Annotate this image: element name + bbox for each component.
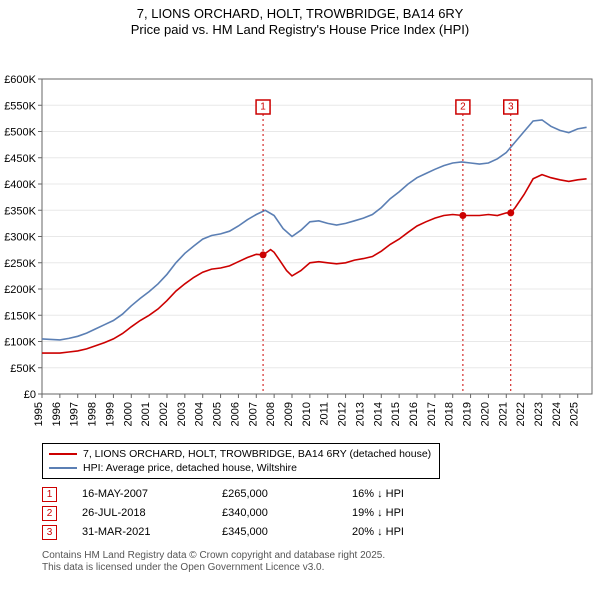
sale-marker-dot bbox=[507, 209, 514, 216]
y-tick-label: £0 bbox=[24, 389, 36, 401]
x-tick-label: 2011 bbox=[319, 402, 331, 426]
sale-marker-dot bbox=[459, 212, 466, 219]
x-tick-label: 2008 bbox=[265, 402, 277, 426]
x-tick-label: 1998 bbox=[87, 402, 99, 426]
x-tick-label: 1999 bbox=[104, 402, 116, 426]
sale-events-table: 1 16-MAY-2007£265,00016% ↓ HPI 2 26-JUL-201… bbox=[42, 485, 600, 542]
y-tick-label: £250K bbox=[4, 257, 36, 269]
y-tick-label: £350K bbox=[4, 205, 36, 217]
sale-event-date: 26-JUL-2018 bbox=[82, 504, 222, 523]
legend-label: 7, LIONS ORCHARD, HOLT, TROWBRIDGE, BA14… bbox=[83, 448, 431, 460]
x-tick-label: 2022 bbox=[515, 402, 527, 426]
sale-event-date: 16-MAY-2007 bbox=[82, 485, 222, 504]
x-tick-label: 2017 bbox=[426, 402, 438, 426]
chart-title-line2: Price paid vs. HM Land Registry's House … bbox=[0, 22, 600, 38]
footer-line1: Contains HM Land Registry data © Crown c… bbox=[42, 550, 600, 563]
x-tick-label: 1997 bbox=[69, 402, 81, 426]
line-chart: £0 £50K £100K £150K £200K £250K £300K £350K £400… bbox=[0, 39, 600, 439]
legend-item: HPI: Average price, detached house, Wilt… bbox=[49, 461, 431, 475]
sale-event-marker: 3 bbox=[42, 525, 57, 540]
sale-marker-number: 2 bbox=[460, 101, 466, 112]
x-tick-label: 2018 bbox=[444, 402, 456, 426]
chart-container: 7, LIONS ORCHARD, HOLT, TROWBRIDGE, BA14… bbox=[0, 0, 600, 590]
x-tick-label: 2007 bbox=[247, 402, 259, 426]
chart-title-line1: 7, LIONS ORCHARD, HOLT, TROWBRIDGE, BA14… bbox=[0, 6, 600, 22]
sale-event-delta: 19% ↓ HPI bbox=[352, 504, 404, 523]
y-tick-label: £100K bbox=[4, 336, 36, 348]
legend-swatch bbox=[49, 453, 77, 455]
x-tick-label: 2024 bbox=[551, 402, 563, 426]
legend: 7, LIONS ORCHARD, HOLT, TROWBRIDGE, BA14… bbox=[42, 443, 600, 479]
x-tick-label: 2005 bbox=[212, 402, 224, 426]
x-tick-label: 2012 bbox=[337, 402, 349, 426]
sale-event-delta: 16% ↓ HPI bbox=[352, 485, 404, 504]
x-tick-label: 2002 bbox=[158, 402, 170, 426]
x-tick-label: 2015 bbox=[390, 402, 402, 426]
sale-marker-number: 3 bbox=[508, 101, 514, 112]
x-tick-label: 2013 bbox=[354, 402, 366, 426]
sale-marker-dot bbox=[260, 251, 267, 258]
sale-event-delta: 20% ↓ HPI bbox=[352, 523, 404, 542]
x-tick-label: 2020 bbox=[479, 402, 491, 426]
sale-event-marker: 1 bbox=[42, 487, 57, 502]
legend-item: 7, LIONS ORCHARD, HOLT, TROWBRIDGE, BA14… bbox=[49, 447, 431, 461]
sale-event-row: 3 31-MAR-2021£345,00020% ↓ HPI bbox=[42, 523, 404, 542]
sale-marker-number: 1 bbox=[260, 101, 266, 112]
x-tick-label: 2001 bbox=[140, 402, 152, 426]
footer: Contains HM Land Registry data © Crown c… bbox=[42, 550, 600, 575]
x-tick-label: 2003 bbox=[176, 402, 188, 426]
legend-label: HPI: Average price, detached house, Wilt… bbox=[83, 462, 297, 474]
x-tick-label: 2016 bbox=[408, 402, 420, 426]
y-tick-label: £400K bbox=[4, 179, 36, 191]
y-tick-label: £500K bbox=[4, 126, 36, 138]
sale-event-price: £340,000 bbox=[222, 504, 352, 523]
x-tick-label: 1995 bbox=[33, 402, 45, 426]
legend-swatch bbox=[49, 467, 77, 469]
x-tick-label: 2009 bbox=[283, 402, 295, 426]
x-tick-label: 2010 bbox=[301, 402, 313, 426]
x-tick-label: 2014 bbox=[372, 402, 384, 426]
y-tick-label: £50K bbox=[10, 362, 36, 374]
sale-event-row: 2 26-JUL-2018£340,00019% ↓ HPI bbox=[42, 504, 404, 523]
x-tick-label: 2006 bbox=[229, 402, 241, 426]
sale-event-price: £345,000 bbox=[222, 523, 352, 542]
footer-line2: This data is licensed under the Open Gov… bbox=[42, 562, 600, 575]
y-tick-label: £450K bbox=[4, 152, 36, 164]
x-tick-label: 2023 bbox=[533, 402, 545, 426]
x-tick-label: 2000 bbox=[122, 402, 134, 426]
x-tick-label: 2025 bbox=[569, 402, 581, 426]
sale-event-row: 1 16-MAY-2007£265,00016% ↓ HPI bbox=[42, 485, 404, 504]
y-tick-label: £550K bbox=[4, 100, 36, 112]
sale-event-date: 31-MAR-2021 bbox=[82, 523, 222, 542]
y-tick-label: £200K bbox=[4, 284, 36, 296]
sale-event-price: £265,000 bbox=[222, 485, 352, 504]
x-tick-label: 2021 bbox=[497, 402, 509, 426]
sale-event-marker: 2 bbox=[42, 506, 57, 521]
y-tick-label: £600K bbox=[4, 74, 36, 86]
x-tick-label: 1996 bbox=[51, 402, 63, 426]
y-tick-label: £150K bbox=[4, 310, 36, 322]
y-tick-label: £300K bbox=[4, 231, 36, 243]
x-tick-label: 2004 bbox=[194, 402, 206, 426]
x-tick-label: 2019 bbox=[462, 402, 474, 426]
